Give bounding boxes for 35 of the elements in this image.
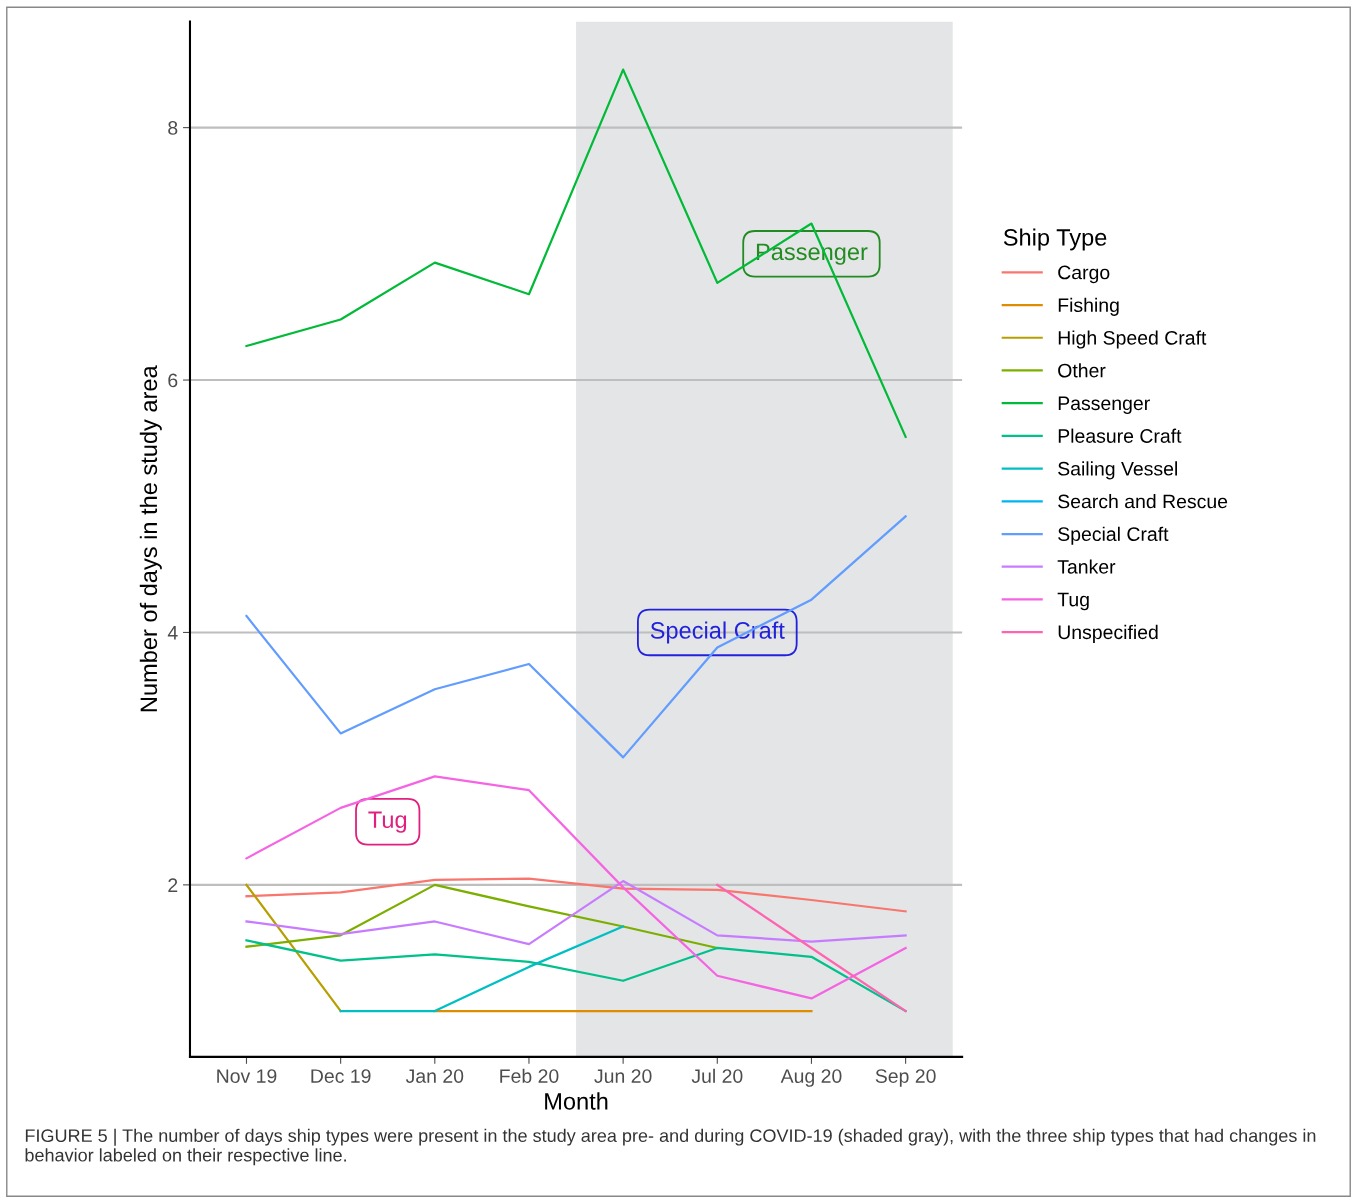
legend-label: Unspecified: [1058, 624, 1158, 643]
legend-label: Tanker: [1057, 559, 1116, 574]
x-axis-title: Month: [545, 1092, 608, 1110]
x-tick-label: Dec 19: [311, 1069, 371, 1083]
line-series: [245, 775, 907, 1000]
legend-label: Cargo: [1058, 265, 1110, 284]
y-tick-label: 8: [168, 121, 178, 135]
x-tick-label: Nov 19: [217, 1069, 277, 1083]
x-tick-label: Jan 20: [405, 1069, 464, 1083]
x-tick-label: Sep 20: [875, 1069, 936, 1087]
line-series: [245, 883, 719, 950]
x-tick-label: Jun 20: [594, 1069, 652, 1083]
legend-label: Pleasure Craft: [1058, 428, 1182, 443]
caption: FIGURE 5 | The number of days ship types were present in the study area pre- and during COVID-19 (shaded gray), with the three ship types that had changes in behavior labeled on their respective line.: [25, 1128, 1316, 1166]
legend-label: Search and Rescue: [1058, 494, 1228, 509]
legend-label: Other: [1058, 363, 1106, 378]
y-tick-label: 2: [168, 878, 178, 892]
legend-label: Fishing: [1058, 297, 1119, 316]
y-tick-label: 4: [167, 626, 178, 640]
line-series: [245, 879, 907, 946]
legend-label: Passenger: [1058, 396, 1150, 415]
line-series: [245, 68, 907, 438]
line-series: [245, 515, 907, 759]
x-tick-label: Jul 20: [691, 1068, 743, 1083]
legend-label: Sailing Vessel: [1058, 461, 1177, 480]
legend-label: High Speed Craft: [1058, 330, 1207, 349]
legend-label: Tug: [1057, 592, 1089, 611]
y-tick-label: 6: [168, 373, 178, 388]
y-axis-title: Number of days in the study area: [139, 365, 162, 712]
legend-label: Special Craft: [1058, 526, 1169, 545]
line-series: [245, 877, 907, 913]
legend-title: Ship Type: [1003, 228, 1107, 251]
x-tick-label: Feb 20: [500, 1068, 559, 1083]
x-tick-label: Aug 20: [780, 1069, 842, 1087]
annotation: Tug: [368, 811, 407, 833]
